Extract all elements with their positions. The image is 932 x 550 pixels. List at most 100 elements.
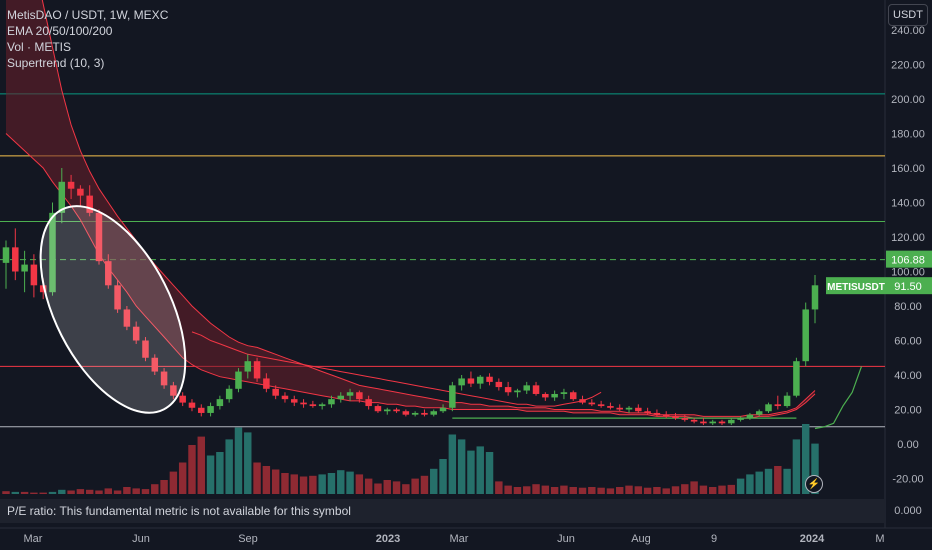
candle-body	[95, 212, 103, 262]
candle-body	[151, 357, 159, 372]
lightning-icon[interactable]: ⚡	[805, 475, 823, 493]
volume-bar	[244, 432, 252, 494]
volume-bar	[746, 474, 754, 494]
volume-bar	[318, 474, 326, 494]
volume-bar	[346, 471, 354, 494]
candle-body	[755, 411, 763, 415]
candle-body	[356, 392, 363, 400]
volume-bar	[197, 436, 205, 494]
volume-bar	[569, 487, 577, 494]
candle-body	[216, 399, 224, 407]
y-tick-label: 20.00	[894, 405, 922, 417]
candle-body	[86, 195, 93, 213]
price-label-value: 91.50	[894, 281, 922, 293]
volume-bar	[467, 450, 475, 494]
candle-body	[551, 393, 558, 398]
candle-body	[244, 361, 252, 372]
volume-bar	[58, 489, 66, 494]
volume-bar	[104, 488, 113, 494]
candle-body	[58, 181, 66, 213]
volume-bar	[216, 452, 224, 494]
legend-symbol[interactable]: MetisDAO / USDT, 1W, MEXC	[7, 8, 169, 22]
candle-body	[198, 407, 205, 413]
volume-bar	[95, 490, 103, 494]
volume-bar	[681, 484, 689, 494]
candle-body	[653, 412, 661, 415]
volume-bar	[30, 492, 38, 494]
currency-button[interactable]: USDT	[888, 4, 928, 26]
candle-body	[114, 285, 121, 310]
x-tick-label: Sep	[238, 533, 258, 545]
ellipse-annotation	[39, 205, 187, 414]
x-tick-label: Mar	[24, 533, 43, 545]
volume-bar	[141, 489, 150, 494]
volume-bar	[364, 478, 373, 494]
volume-bar	[643, 487, 652, 494]
legend-supertrend[interactable]: Supertrend (10, 3)	[7, 56, 105, 70]
candle-body	[681, 418, 689, 420]
candle-body	[188, 402, 196, 408]
volume-bar	[2, 491, 10, 494]
candle-body	[811, 285, 819, 310]
volume-bar	[811, 443, 819, 494]
y-tick-label: 140.00	[891, 198, 925, 210]
volume-bar	[355, 474, 364, 494]
candle-body	[588, 402, 596, 405]
price-label-name-box	[826, 277, 886, 295]
volume-bar	[48, 491, 57, 494]
x-tick-label: 2023	[376, 533, 400, 545]
candle-body	[523, 385, 530, 391]
x-tick-label: Aug	[631, 533, 651, 545]
y-tick-label: 40.00	[894, 370, 922, 382]
volume-bar	[225, 439, 233, 494]
candle-body	[504, 387, 512, 393]
candle-body	[476, 376, 484, 384]
ema-200-line	[191, 331, 602, 407]
y-tick-label: 220.00	[891, 60, 925, 72]
volume-bar	[560, 485, 568, 494]
x-tick-label: 9	[711, 533, 717, 545]
candle-body	[597, 404, 605, 407]
volume-bar	[76, 489, 85, 494]
candle-body	[328, 399, 335, 405]
candle-body	[783, 395, 791, 407]
volume-bar	[160, 480, 168, 494]
x-tick-label: M	[875, 533, 884, 545]
volume-bar	[532, 484, 540, 494]
candle-body	[225, 388, 233, 400]
volume-bar	[457, 439, 466, 494]
candle-body	[449, 385, 456, 408]
pe-ratio-pane: P/E ratio: This fundamental metric is no…	[0, 499, 885, 523]
candle-body	[160, 371, 168, 386]
volume-bar	[20, 491, 29, 494]
candle-body	[579, 399, 586, 403]
volume-bar	[523, 486, 531, 494]
volume-bar	[206, 455, 215, 494]
legend-ema[interactable]: EMA 20/50/100/200	[7, 24, 113, 38]
candle-body	[21, 264, 28, 272]
candle-body	[467, 378, 475, 384]
volume-bar	[448, 434, 457, 494]
candle-body	[430, 411, 438, 415]
volume-bar	[132, 488, 140, 494]
volume-bar	[420, 475, 429, 494]
volume-bar	[513, 487, 522, 494]
volume-bar	[402, 484, 410, 494]
legend-volume[interactable]: Vol · METIS	[7, 40, 72, 54]
candle-body	[532, 385, 540, 394]
y-tick-label: 240.00	[891, 25, 925, 37]
volume-bar	[85, 489, 94, 494]
volume-bar	[430, 468, 438, 494]
volume-bar	[299, 476, 308, 494]
volume-bar	[578, 487, 587, 494]
volume-bar	[671, 486, 680, 494]
candle-body	[644, 411, 651, 413]
volume-bar	[792, 439, 801, 494]
candle-body	[132, 326, 140, 341]
candle-body	[625, 407, 633, 410]
volume-bar	[485, 452, 494, 494]
volume-bar	[755, 471, 763, 494]
candle-body	[383, 409, 391, 412]
volume-bar	[495, 481, 503, 494]
